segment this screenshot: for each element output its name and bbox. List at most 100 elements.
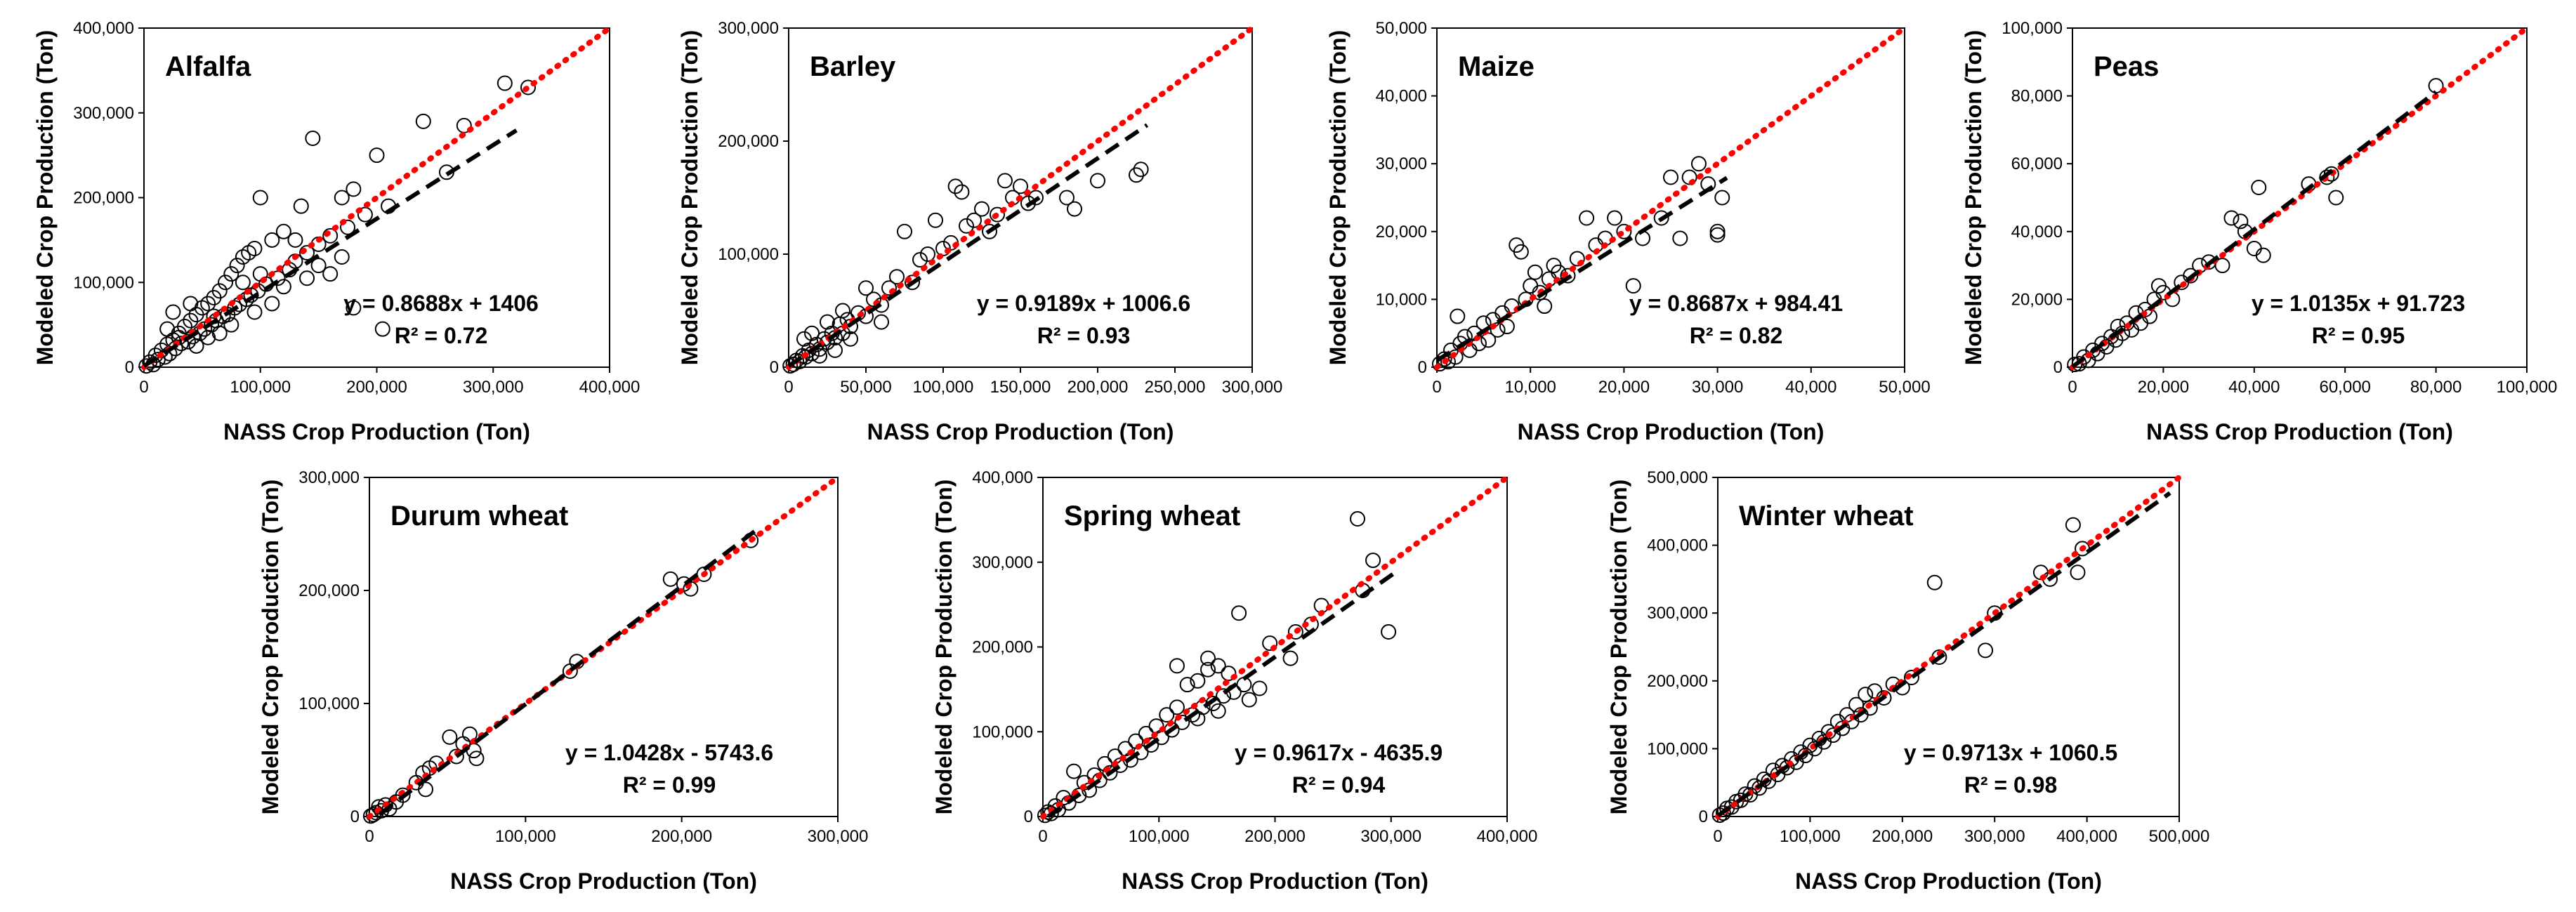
y-tick-label: 300,000 (1647, 604, 1708, 623)
one-to-one-line (141, 25, 612, 370)
data-point (1560, 267, 1576, 284)
data-point (2223, 210, 2240, 226)
y-tick-label: 20,000 (2011, 290, 2063, 309)
data-point (310, 258, 327, 274)
x-tick-label: 300,000 (463, 378, 524, 397)
data-point (200, 296, 216, 312)
data-point (1447, 349, 1464, 365)
data-point (1480, 332, 1497, 348)
panel-title: Spring wheat (1064, 501, 1240, 531)
data-point (1490, 322, 1506, 338)
panel-title: Alfalfa (165, 51, 251, 82)
data-point (211, 325, 228, 341)
regression-line (2071, 90, 2438, 369)
data-point (858, 280, 874, 296)
data-point (2233, 213, 2249, 230)
data-point (1067, 201, 1082, 217)
data-point (293, 198, 309, 214)
x-tick-label: 20,000 (1598, 378, 1650, 397)
regression-line (787, 123, 1149, 368)
data-point (959, 218, 974, 234)
panel-title: Winter wheat (1739, 501, 1914, 531)
regression-equation: y = 0.8688x + 1406 (343, 291, 539, 316)
y-tick-label: 10,000 (1376, 290, 1427, 309)
regression-line (1716, 491, 2171, 818)
data-point (497, 75, 513, 91)
x-tick-label: 40,000 (1785, 378, 1836, 397)
data-point (183, 312, 199, 329)
y-tick-label: 200,000 (718, 132, 779, 151)
data-point (138, 358, 155, 374)
data-point (165, 304, 181, 320)
data-point (1903, 669, 1919, 685)
data-point (369, 147, 385, 164)
x-tick-label: 100,000 (230, 378, 291, 397)
data-point (2255, 247, 2271, 263)
one-to-one-line (786, 25, 1255, 370)
y-axis-label: Modeled Crop Production (Ton) (32, 30, 58, 366)
panel-winter-wheat: 0 100,000 200,000 300,000 400,000 500,000 0 100… (1606, 468, 2209, 894)
y-axis-label: Modeled Crop Production (Ton) (677, 30, 702, 366)
x-tick-label: 500,000 (2149, 827, 2210, 846)
data-point (1028, 190, 1044, 206)
data-point (1537, 298, 1553, 315)
x-tick-label: 200,000 (346, 378, 407, 397)
data-point (299, 270, 315, 286)
y-tick-label: 0 (2053, 358, 2063, 377)
r-squared-label: R² = 0.98 (1964, 772, 2058, 798)
data-point (247, 240, 263, 256)
data-point (322, 266, 339, 282)
regression-equation: y = 0.9617x - 4635.9 (1235, 740, 1443, 765)
data-point (264, 232, 280, 248)
y-tick-label: 200,000 (298, 581, 360, 600)
x-tick-label: 200,000 (1244, 827, 1306, 846)
y-tick-label: 50,000 (1376, 19, 1427, 38)
y-tick-label: 0 (1024, 807, 1033, 826)
data-point (982, 223, 997, 239)
data-point (1143, 737, 1159, 753)
data-point (974, 201, 990, 217)
data-point (1709, 227, 1726, 243)
y-tick-label: 400,000 (972, 468, 1033, 487)
panel-alfalfa: 0 100,000 200,000 300,000 400,000 0 100,000 200… (32, 19, 640, 444)
data-point (346, 300, 362, 316)
data-point (461, 726, 478, 742)
data-point (520, 79, 536, 95)
y-tick-label: 200,000 (73, 189, 134, 208)
data-point (1059, 190, 1075, 206)
x-tick-label: 30,000 (1692, 378, 1743, 397)
y-tick-label: 300,000 (73, 104, 134, 123)
data-point (340, 219, 356, 235)
x-tick-label: 150,000 (990, 378, 1051, 397)
data-point (1210, 658, 1226, 674)
y-tick-label: 200,000 (972, 638, 1033, 657)
data-point (820, 314, 835, 330)
data-point (415, 113, 431, 129)
y-tick-label: 30,000 (1376, 154, 1427, 173)
one-to-one-line (1434, 25, 1907, 370)
data-point (211, 283, 228, 299)
data-point (2070, 564, 2086, 581)
regression-equation: y = 1.0135x + 91.723 (2252, 291, 2465, 316)
data-point (990, 206, 1005, 223)
data-point (275, 223, 291, 239)
x-tick-label: 400,000 (579, 378, 640, 397)
data-point (1862, 700, 1878, 716)
data-point (1714, 190, 1730, 206)
data-point (1179, 677, 1195, 693)
data-point (1210, 703, 1226, 719)
data-point (1174, 714, 1190, 730)
x-tick-label: 300,000 (1360, 827, 1421, 846)
data-point (1513, 244, 1529, 260)
data-point (287, 232, 303, 248)
panel-maize: 0 10,000 20,000 30,000 40,000 50,000 0 10,000 20… (1325, 19, 1931, 444)
y-tick-label: 40,000 (2011, 223, 2063, 242)
data-point (1579, 210, 1595, 226)
x-tick-label: 40,000 (2228, 378, 2280, 397)
y-tick-label: 0 (1699, 807, 1708, 826)
data-point (468, 751, 485, 767)
data-point (827, 342, 843, 358)
data-point (275, 279, 291, 295)
y-axis-label: Modeled Crop Production (Ton) (258, 480, 283, 815)
data-point (1169, 699, 1185, 715)
